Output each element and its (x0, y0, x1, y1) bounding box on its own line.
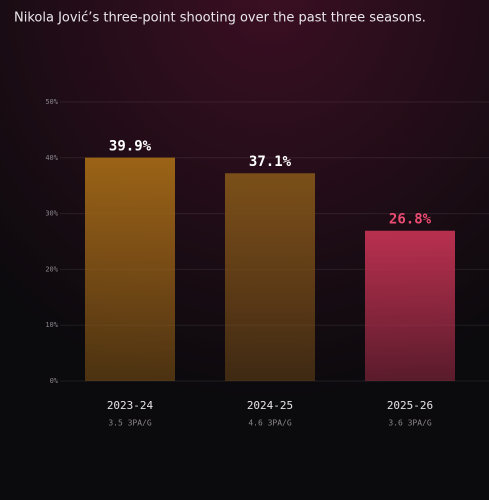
bar (365, 231, 455, 381)
y-tick-label: 50% (45, 98, 58, 106)
x-tick-label: 2023-24 (107, 399, 154, 412)
value-label: 37.1% (249, 154, 292, 170)
x-tick-label: 2025-26 (387, 399, 433, 412)
bar (85, 158, 175, 381)
chart-title: Nikola Jović’s three-point shooting over… (14, 11, 426, 26)
y-tick-label: 30% (45, 210, 58, 218)
category-note: 3.5 3PA/G (108, 419, 152, 428)
category-note: 3.6 3PA/G (388, 419, 432, 428)
y-tick-label: 20% (45, 265, 58, 273)
y-tick-label: 10% (45, 321, 58, 329)
category-note: 4.6 3PA/G (248, 419, 292, 428)
y-tick-label: 0% (50, 377, 59, 385)
y-tick-label: 40% (45, 154, 58, 162)
bar (225, 173, 315, 381)
x-tick-label: 2024-25 (247, 399, 293, 412)
value-label: 26.8% (389, 211, 432, 227)
value-label: 39.9% (109, 138, 152, 154)
